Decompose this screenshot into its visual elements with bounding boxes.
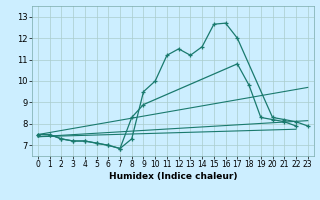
X-axis label: Humidex (Indice chaleur): Humidex (Indice chaleur): [108, 172, 237, 181]
